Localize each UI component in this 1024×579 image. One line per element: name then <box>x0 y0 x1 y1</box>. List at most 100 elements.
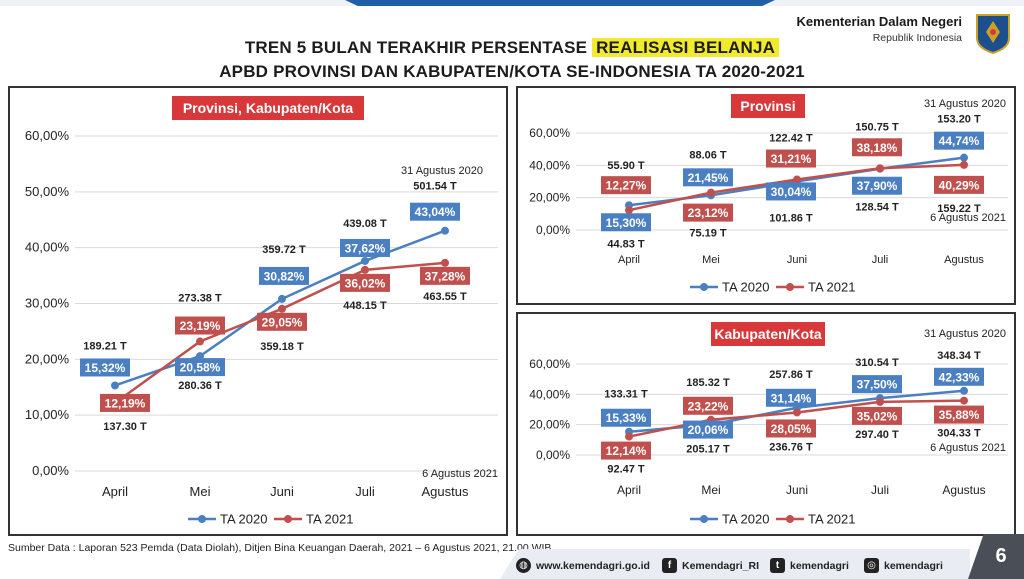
chart-title-box <box>731 94 805 118</box>
amount-label-ta2021: 359.18 T <box>260 341 304 353</box>
x-tick-label: Mei <box>701 483 720 497</box>
amount-label-ta2021: 150.75 T <box>855 121 899 133</box>
instagram-icon: ◎ <box>864 558 879 573</box>
data-label-ta2020: 15,33% <box>606 411 647 425</box>
data-label-ta2021: 12,19% <box>105 396 146 410</box>
date-note: 6 Agustus 2021 <box>422 468 498 480</box>
data-label-box-ta2020 <box>683 168 733 187</box>
amount-label-ta2020: 348.34 T <box>937 350 981 362</box>
data-label-ta2021: 12,14% <box>606 444 647 458</box>
y-tick-label: 0,00% <box>32 463 69 478</box>
chart-panel-gabungan: Provinsi, Kabupaten/Kota 0,00% 10,00% 20,00… <box>8 86 508 536</box>
data-label-ta2021: 31,21% <box>771 152 812 166</box>
y-tick-label: 40,00% <box>25 240 70 255</box>
legend-label: TA 2021 <box>306 512 353 527</box>
amount-label-ta2021: 273.38 T <box>178 293 222 305</box>
data-point-ta2021 <box>361 265 369 274</box>
legend-marker <box>198 515 206 523</box>
data-label-box-ta2020 <box>683 420 733 439</box>
data-label-ta2021: 29,05% <box>262 315 303 329</box>
amount-label-ta2020: 153.20 T <box>937 114 981 126</box>
data-label-box-ta2021 <box>420 266 470 285</box>
amount-label-ta2021: 448.15 T <box>343 300 387 312</box>
amount-label-ta2020: 133.31 T <box>604 389 648 401</box>
data-label-ta2020: 20,58% <box>180 361 221 375</box>
chart-panel-kabkota: Kabupaten/Kota 0,00% 20,00% 40,00% 60,00% Apr… <box>516 312 1016 536</box>
data-point-ta2021 <box>625 206 633 215</box>
chart-title: Kabupaten/Kota <box>714 326 822 342</box>
data-point-ta2020 <box>960 153 968 162</box>
y-tick-label: 0,00% <box>536 448 570 462</box>
legend-label: TA 2021 <box>808 280 855 295</box>
y-tick-label: 60,00% <box>529 126 570 140</box>
data-point-ta2021 <box>960 160 968 169</box>
amount-label-ta2021: 122.42 T <box>769 133 813 145</box>
data-label-ta2020: 31,14% <box>771 391 812 405</box>
data-point-ta2021 <box>876 397 884 406</box>
x-tick-label: Juli <box>872 254 889 266</box>
twitter-text: kemendagri <box>790 559 849 572</box>
x-tick-label: Agustus <box>422 484 469 499</box>
data-label-ta2020: 15,30% <box>606 216 647 230</box>
data-label-box-ta2021 <box>100 393 150 412</box>
date-note: 31 Agustus 2020 <box>401 165 483 177</box>
y-tick-label: 20,00% <box>529 191 570 205</box>
data-point-ta2020 <box>441 226 449 235</box>
amount-label-ta2020: 189.21 T <box>83 340 127 352</box>
legend-label: TA 2020 <box>722 512 769 527</box>
amount-label-ta2020: 501.54 T <box>413 181 457 193</box>
data-label-ta2021: 40,29% <box>939 178 980 192</box>
amount-label-ta2020: 280.36 T <box>178 380 222 392</box>
page-title-line1: TREN 5 BULAN TERAKHIR PERSENTASE REALISA… <box>0 38 1024 58</box>
x-tick-label: Agustus <box>942 483 985 497</box>
data-point-ta2021 <box>876 164 884 173</box>
twitter-icon: t <box>770 558 785 573</box>
data-label-box-ta2020 <box>175 358 225 377</box>
data-label-ta2021: 37,28% <box>425 269 466 283</box>
chart-kabkota: Kabupaten/Kota 0,00% 20,00% 40,00% 60,00% Apr… <box>529 322 1008 527</box>
data-label-ta2021: 35,02% <box>857 409 898 423</box>
legend-marker <box>284 515 292 523</box>
x-tick-label: Agustus <box>944 254 984 266</box>
data-label-box-ta2021 <box>934 175 984 194</box>
ministry-subtitle: Republik Indonesia <box>872 32 962 44</box>
data-point-ta2021 <box>793 175 801 184</box>
chart-title-box <box>172 96 364 120</box>
website-link[interactable]: ◍ www.kemendagri.go.id <box>516 558 650 573</box>
legend-marker <box>786 515 794 523</box>
ministry-logo-icon <box>976 14 1010 54</box>
page-number: 6 <box>968 534 1024 579</box>
y-tick-label: 30,00% <box>25 296 70 311</box>
data-label-ta2021: 35,88% <box>939 408 980 422</box>
amount-label-ta2020: 257.86 T <box>769 369 813 381</box>
x-tick-label: April <box>102 484 128 499</box>
instagram-link[interactable]: ◎ kemendagri <box>864 558 943 573</box>
data-label-ta2021: 23,12% <box>688 206 729 220</box>
data-point-ta2020 <box>960 386 968 395</box>
amount-label-ta2021: 297.40 T <box>855 429 899 441</box>
facebook-text: Kemendagri_RI <box>682 559 760 572</box>
data-label-box-ta2020 <box>601 408 651 427</box>
globe-icon: ◍ <box>516 558 531 573</box>
amount-label-ta2020: 310.54 T <box>855 357 899 369</box>
twitter-link[interactable]: t kemendagri <box>770 558 849 573</box>
data-label-box-ta2021 <box>340 273 390 292</box>
data-label-box-ta2021 <box>683 396 733 415</box>
top-decor-blue <box>345 0 775 6</box>
footer: ◍ www.kemendagri.go.id f Kemendagri_RI t… <box>0 549 1024 579</box>
data-label-ta2020: 43,04% <box>415 205 456 219</box>
y-tick-label: 20,00% <box>529 418 570 432</box>
data-label-box-ta2020 <box>601 213 651 232</box>
data-point-ta2021 <box>707 188 715 197</box>
data-label-ta2020: 30,82% <box>264 269 305 283</box>
chart-title: Provinsi <box>740 98 795 114</box>
data-label-ta2020: 37,50% <box>857 378 898 392</box>
footer-bar <box>500 549 970 579</box>
date-note: 6 Agustus 2021 <box>930 442 1006 454</box>
amount-label-ta2021: 55.90 T <box>607 160 645 172</box>
data-label-box-ta2021 <box>601 441 651 460</box>
facebook-link[interactable]: f Kemendagri_RI <box>662 558 759 573</box>
data-label-box-ta2021 <box>766 419 816 438</box>
data-label-ta2020: 42,33% <box>939 370 980 384</box>
data-label-ta2021: 38,18% <box>857 141 898 155</box>
